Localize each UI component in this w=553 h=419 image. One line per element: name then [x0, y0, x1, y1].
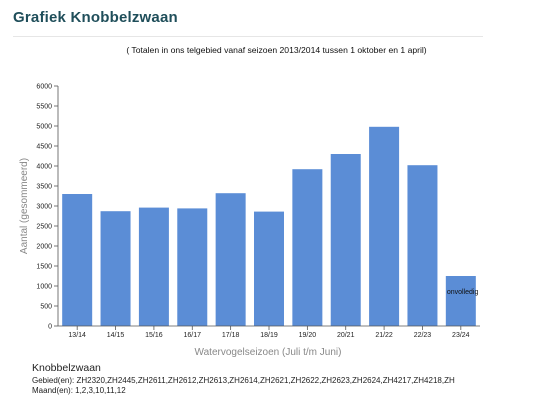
chart-bars: onvolledig	[62, 126, 479, 326]
y-tick-label: 5500	[36, 104, 52, 111]
bar-annotation: onvolledig	[447, 289, 479, 296]
bar-23-24	[445, 276, 476, 326]
page-title: Grafiek Knobbelzwaan	[13, 9, 178, 26]
x-tick-label: 19/20	[299, 332, 317, 339]
month-list: Maand(en): 1,2,3,10,11,12	[32, 386, 126, 395]
y-tick-label: 3000	[36, 204, 52, 211]
y-axis-title: Aantal (gesommeerd)	[19, 158, 30, 254]
title-divider	[13, 36, 483, 37]
x-tick-label: 13/14	[68, 332, 86, 339]
y-tick-label: 2500	[36, 224, 52, 231]
y-tick-label: 1000	[36, 284, 52, 291]
x-tick-label: 15/16	[145, 332, 163, 339]
chart-subtitle: ( Totalen in ons telgebied vanaf seizoen…	[126, 45, 427, 55]
x-tick-label: 16/17	[184, 332, 202, 339]
y-tick-label: 1500	[36, 264, 52, 271]
y-tick-label: 2000	[36, 244, 52, 251]
y-tick-label: 4500	[36, 144, 52, 151]
x-tick-label: 22/23	[414, 332, 432, 339]
bar-22-23	[407, 165, 438, 326]
bar-18-19	[254, 211, 284, 326]
x-tick-label: 21/22	[375, 332, 393, 339]
y-tick-label: 6000	[36, 84, 52, 91]
bar-16-17	[177, 208, 208, 326]
bar-14-15	[100, 211, 131, 326]
y-tick-label: 3500	[36, 184, 52, 191]
species-name: Knobbelzwaan	[32, 362, 101, 374]
bar-20-21	[330, 154, 361, 326]
bar-13-14	[62, 194, 93, 326]
area-list: Gebied(en): ZH2320,ZH2445,ZH2611,ZH2612,…	[32, 376, 455, 385]
x-tick-label: 23/24	[452, 332, 470, 339]
bar-17-18	[215, 193, 246, 326]
x-tick-label: 14/15	[107, 332, 125, 339]
x-tick-label: 20/21	[337, 332, 355, 339]
chart-footer: Knobbelzwaan Gebied(en): ZH2320,ZH2445,Z…	[32, 362, 455, 396]
y-tick-label: 4000	[36, 164, 52, 171]
y-tick-label: 0	[48, 324, 52, 331]
y-tick-label: 500	[40, 304, 52, 311]
bar-19-20	[292, 169, 323, 326]
y-axis-ticks: 0 500 1000 1500 2000 2500 3000 3500 4000 4500 5000…	[36, 84, 58, 331]
x-axis-ticks: 13/14 14/15 15/16 16/17 17/18 18/19 19/20 20/21…	[68, 326, 470, 339]
x-tick-label: 18/19	[260, 332, 278, 339]
y-tick-label: 5000	[36, 124, 52, 131]
bar-chart: 0 500 1000 1500 2000 2500 3000 3500 4000 4500 5000…	[19, 84, 480, 358]
bar-21-22	[369, 126, 400, 326]
bar-15-16	[138, 207, 169, 326]
x-axis-title: Watervogelseizoen (Juli t/m Juni)	[195, 347, 342, 358]
x-tick-label: 17/18	[222, 332, 240, 339]
